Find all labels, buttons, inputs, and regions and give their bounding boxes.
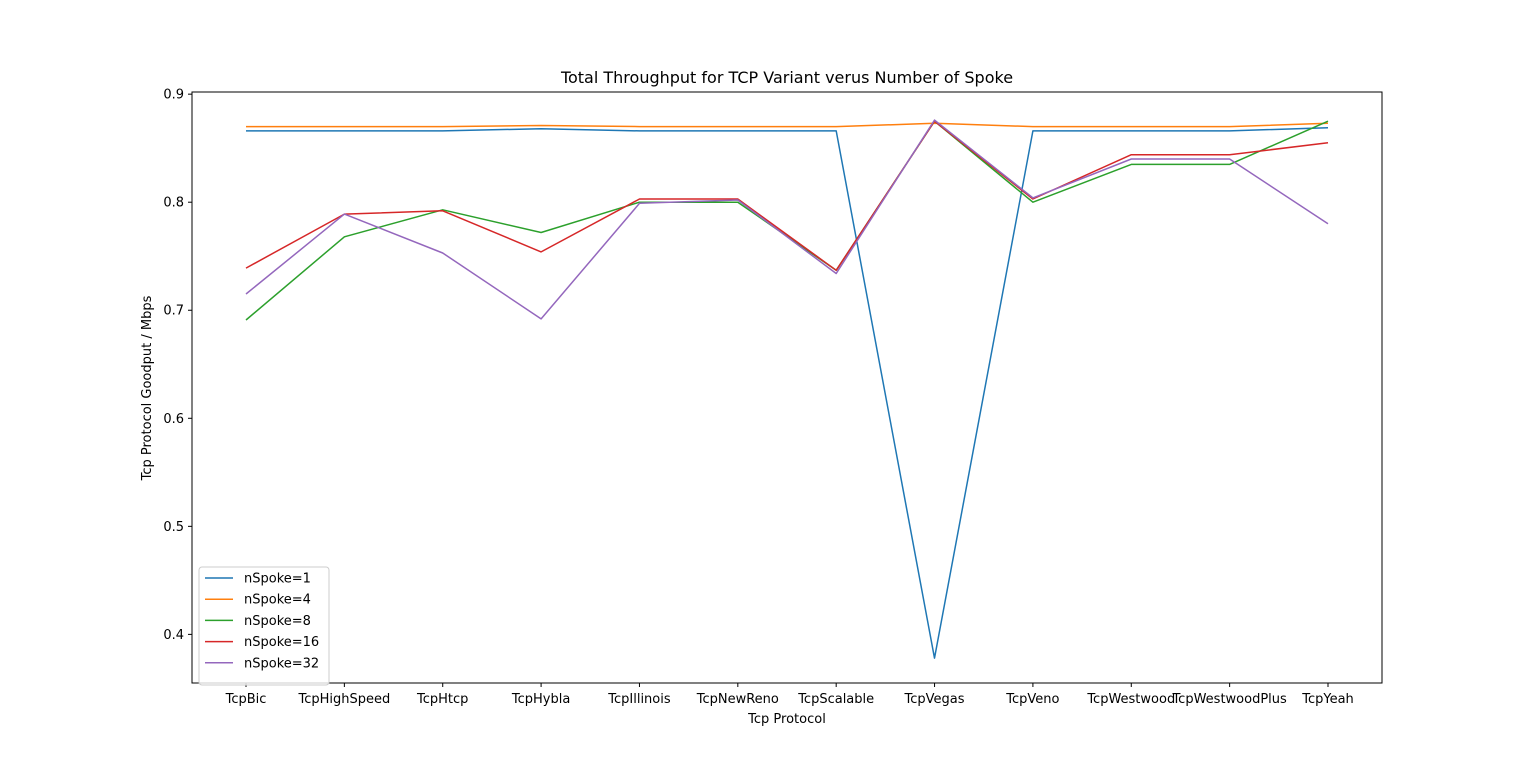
plot-frame — [191, 91, 1383, 684]
y-tick-label: 0.6 — [163, 412, 184, 427]
legend-label-2: nSpoke=8 — [244, 614, 311, 629]
y-tick-label: 0.7 — [163, 304, 184, 319]
x-tick-label: TcpVeno — [1005, 692, 1059, 707]
y-tick-label: 0.8 — [163, 196, 184, 211]
legend-box — [198, 566, 330, 686]
chart-title: Total Throughput for TCP Variant verus N… — [560, 68, 1013, 87]
y-tick-label: 0.5 — [163, 520, 184, 535]
x-axis-label: Tcp Protocol — [747, 712, 826, 727]
x-tick-label: TcpNewReno — [696, 692, 779, 707]
series-line-3 — [245, 120, 1329, 272]
legend-label-3: nSpoke=16 — [244, 635, 319, 650]
y-tick-label: 0.4 — [163, 628, 184, 643]
series-layer — [245, 119, 1329, 659]
legend-label-1: nSpoke=4 — [244, 593, 311, 608]
x-tick-label: TcpVegas — [904, 692, 965, 707]
y-axis-label: Tcp Protocol Goodput / Mbps — [140, 295, 155, 481]
legend-label-0: nSpoke=1 — [244, 572, 311, 587]
x-tick-label: TcpScalable — [797, 692, 874, 707]
legend: nSpoke=1 nSpoke=4 nSpoke=8 nSpoke=16 nSpoke=… — [198, 566, 330, 686]
x-tick-label: TcpBic — [225, 692, 267, 707]
x-tick-label: TcpWestwood — [1086, 692, 1175, 707]
series-line-4 — [245, 119, 1329, 320]
x-tick-label: TcpHighSpeed — [297, 692, 390, 707]
y-tick-label: 0.9 — [163, 88, 184, 103]
x-tick-label: TcpHybla — [511, 692, 570, 707]
x-axis: TcpBic TcpHighSpeed TcpHtcp TcpHybla TcpIlli… — [225, 683, 1354, 707]
x-tick-label: TcpYeah — [1301, 692, 1354, 707]
series-line-0 — [246, 126, 1329, 659]
x-tick-label: TcpHtcp — [416, 692, 468, 707]
series-line-1 — [246, 122, 1329, 128]
legend-label-4: nSpoke=32 — [244, 656, 319, 671]
x-tick-label: TcpWestwoodPlus — [1171, 692, 1287, 707]
y-axis: 0.4 0.5 0.6 0.7 0.8 0.9 — [163, 88, 192, 643]
x-tick-label: TcpIllinois — [607, 692, 671, 707]
